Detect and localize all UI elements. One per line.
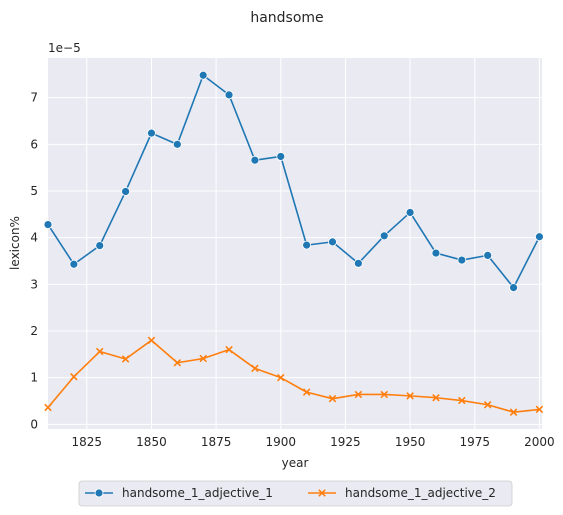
data-point [147,336,156,345]
data-point [353,258,363,268]
data-point [509,408,518,416]
data-point [432,393,440,402]
data-point [225,345,233,354]
y-axis-exponent: 1e−5 [48,41,81,55]
data-point [44,403,52,412]
data-point [69,259,79,269]
data-point [535,232,544,242]
data-point [276,152,286,161]
series-2-line [47,339,540,414]
data-point [354,390,363,399]
data-point [173,358,182,367]
data-point [277,373,285,382]
data-point [95,347,104,356]
data-point [250,155,260,165]
x-tick-label: 1875 [201,435,232,449]
series-1 [43,70,544,293]
data-point [199,354,207,363]
x-tick-label: 1825 [72,435,103,449]
data-point [328,394,337,403]
data-point [406,392,414,400]
legend-label: handsome_1_adjective_2 [345,486,496,500]
data-point [302,388,311,396]
x-tick-label: 1850 [136,435,167,449]
data-point [121,355,130,363]
x-axis-label: year [282,456,309,470]
legend-box [78,480,513,507]
y-tick-label: 0 [30,417,38,431]
data-point [121,187,130,196]
chart-title: handsome [250,10,323,26]
data-point [224,90,234,100]
data-point [458,396,466,405]
y-tick-label: 2 [30,324,38,338]
data-point [431,248,441,258]
series-1-line [47,74,541,289]
data-point [251,364,259,373]
y-axis-label: lexicon% [8,216,22,270]
legend: handsome_1_adjective_1 handsome_1_adjecti… [78,480,513,507]
y-tick-label: 3 [30,277,38,291]
data-point [43,220,53,230]
x-tick-label: 1925 [330,435,361,449]
legend-swatch-marker [318,489,326,497]
data-point [172,139,182,149]
data-point [483,400,492,409]
data-point [380,390,388,399]
data-point [457,255,467,265]
data-point [509,283,518,293]
grid-lines [48,58,542,429]
data-point [70,372,78,381]
x-tick-label: 1975 [459,435,490,449]
legend-swatch-marker [94,488,104,498]
legend-item-2: handsome_1_adjective_2 [308,486,496,500]
x-tick-label: 2000 [524,435,555,449]
data-point [302,240,312,250]
data-point [379,231,389,241]
data-point [405,208,415,217]
y-tick-label: 7 [30,91,38,105]
y-tick-label: 1 [30,371,38,385]
legend-label: handsome_1_adjective_1 [122,486,273,500]
y-axis-ticks: 0 1 2 3 4 5 6 7 [30,91,38,432]
y-tick-label: 5 [30,184,38,198]
x-axis-ticks: 1825 1850 1875 1900 1925 1950 1975 2000 [72,435,555,449]
data-point [198,70,208,80]
x-tick-label: 1950 [395,435,426,449]
data-point [328,237,337,247]
x-tick-label: 1900 [266,435,297,449]
series-layer [43,70,544,416]
data-point [95,241,105,251]
y-tick-label: 6 [30,137,38,151]
y-tick-label: 4 [30,231,38,245]
legend-item-1: handsome_1_adjective_1 [85,486,273,500]
series-2 [44,336,544,416]
data-point [535,405,544,414]
data-point [147,128,156,138]
plot-area [48,58,542,429]
data-point [483,250,493,260]
